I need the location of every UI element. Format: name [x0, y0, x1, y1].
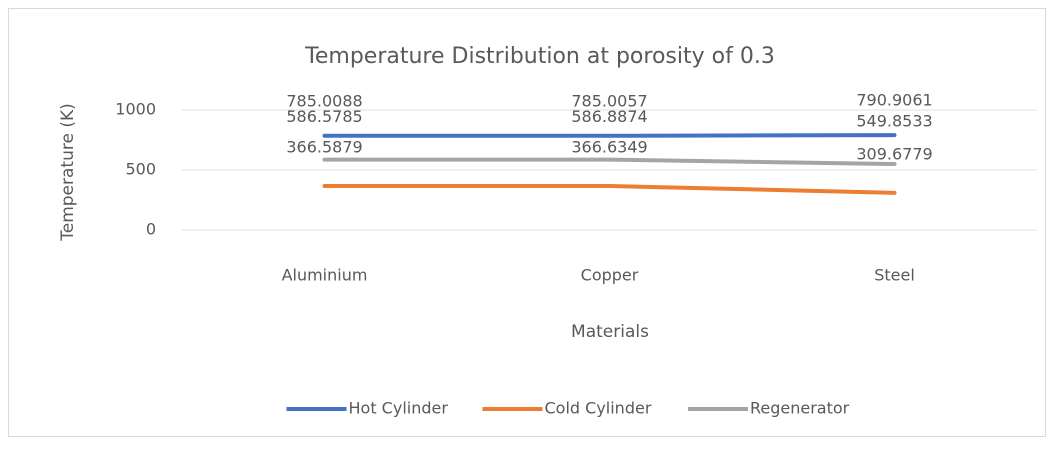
series-line — [322, 157, 897, 167]
x-axis-title: Materials — [571, 322, 649, 342]
x-tick-label: Steel — [874, 266, 915, 285]
y-tick-label: 0 — [146, 220, 156, 239]
chart-frame — [8, 8, 1046, 437]
data-label: 309.6779 — [856, 144, 932, 163]
data-label: 790.9061 — [856, 91, 932, 110]
y-tick-label: 1000 — [115, 100, 156, 119]
chart-title: Temperature Distribution at porosity of … — [304, 44, 775, 69]
y-axis-title: Temperature (K) — [58, 103, 78, 242]
series-line — [322, 184, 897, 195]
data-label: 366.5879 — [286, 138, 362, 157]
data-label: 549.8533 — [856, 112, 932, 131]
legend-label: Cold Cylinder — [545, 399, 652, 418]
data-label: 785.0088 — [286, 91, 362, 110]
y-tick-label: 500 — [125, 160, 156, 179]
x-tick-label: Copper — [581, 266, 639, 285]
legend-label: Hot Cylinder — [349, 399, 449, 418]
data-label: 586.5785 — [286, 107, 362, 126]
data-label: 366.6349 — [571, 138, 647, 157]
data-label: 785.0057 — [571, 91, 647, 110]
x-tick-label: Aluminium — [282, 266, 368, 285]
data-label: 586.8874 — [571, 107, 647, 126]
legend-label: Regenerator — [750, 399, 850, 418]
series-line — [322, 133, 897, 138]
